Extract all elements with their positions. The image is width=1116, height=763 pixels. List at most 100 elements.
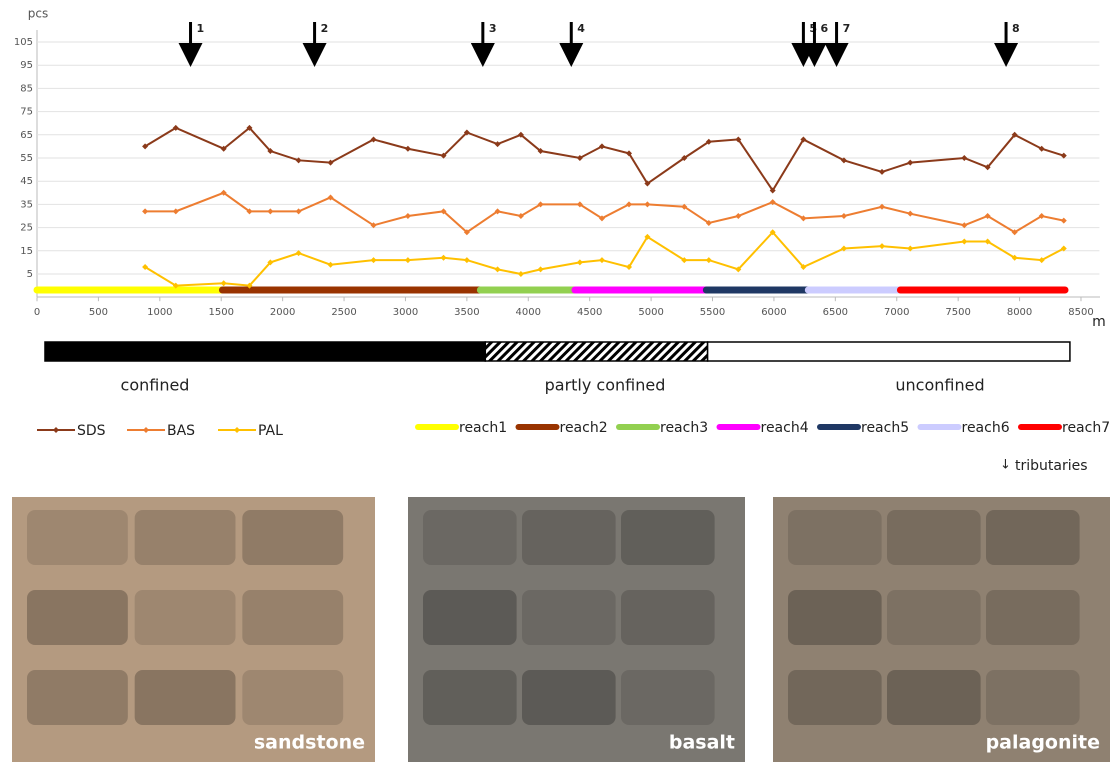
- data-point: [464, 257, 470, 263]
- photo-rock: [887, 590, 981, 645]
- photo-rock: [522, 670, 616, 725]
- y-tick-label: 25: [20, 223, 33, 234]
- legend-marker: [53, 427, 59, 433]
- tributary-legend: tributaries: [1015, 458, 1088, 474]
- data-point: [328, 262, 334, 268]
- data-point: [518, 271, 524, 277]
- y-tick-label: 5: [27, 269, 33, 280]
- photo-rock: [621, 670, 715, 725]
- data-point: [907, 160, 913, 166]
- photo-rock: [887, 670, 981, 725]
- y-tick-label: 55: [20, 153, 33, 164]
- y-axis-label: pcs: [28, 7, 48, 21]
- data-point: [706, 257, 712, 263]
- photo-rock: [887, 510, 981, 565]
- y-tick-label: 65: [20, 130, 33, 141]
- x-tick-label: 4000: [516, 307, 541, 318]
- x-tick-label: 500: [89, 307, 108, 318]
- legend-label: BAS: [167, 423, 195, 439]
- tributary-label: 8: [1012, 22, 1020, 35]
- tributary-label: 1: [197, 22, 205, 35]
- x-tick-label: 1000: [147, 307, 172, 318]
- photo-rock: [27, 590, 128, 645]
- legend-marker: [234, 427, 240, 433]
- data-point: [173, 208, 179, 214]
- photo-rock: [788, 670, 882, 725]
- x-tick-label: 6500: [823, 307, 848, 318]
- legend-label: PAL: [258, 423, 283, 439]
- confinement-bar: [708, 342, 1070, 361]
- photo-rock: [242, 670, 343, 725]
- photo-caption: basalt: [669, 732, 735, 754]
- photo-rock: [986, 670, 1080, 725]
- x-tick-label: 7500: [945, 307, 970, 318]
- data-point: [577, 259, 583, 265]
- legend-label: reach6: [962, 420, 1010, 436]
- photo-rock: [522, 510, 616, 565]
- data-point: [644, 201, 650, 207]
- x-tick-label: 1500: [209, 307, 234, 318]
- data-point: [538, 266, 544, 272]
- x-tick-label: 3500: [454, 307, 479, 318]
- x-axis-label: m: [1092, 314, 1106, 330]
- y-tick-label: 45: [20, 176, 33, 187]
- data-point: [221, 280, 227, 286]
- x-tick-label: 3000: [393, 307, 418, 318]
- legend-label: reach5: [861, 420, 909, 436]
- data-point: [599, 257, 605, 263]
- legend-label: SDS: [77, 423, 106, 439]
- data-point: [142, 208, 148, 214]
- x-tick-label: 2000: [270, 307, 295, 318]
- photo-rock: [621, 510, 715, 565]
- data-point: [735, 213, 741, 219]
- photo-rock: [986, 590, 1080, 645]
- x-tick-label: 7000: [884, 307, 909, 318]
- x-tick-label: 5500: [700, 307, 725, 318]
- photo-rock: [423, 670, 517, 725]
- x-tick-label: 0: [34, 307, 40, 318]
- photo-rock: [242, 510, 343, 565]
- x-tick-label: 6000: [761, 307, 786, 318]
- photo-rock: [522, 590, 616, 645]
- photo-caption: palagonite: [986, 732, 1100, 754]
- data-point: [405, 257, 411, 263]
- data-point: [405, 146, 411, 152]
- x-tick-label: 8500: [1068, 307, 1093, 318]
- x-tick-label: 2500: [331, 307, 356, 318]
- data-point: [267, 208, 273, 214]
- y-tick-label: 15: [20, 246, 33, 257]
- legend-label: reach4: [761, 420, 809, 436]
- photo-caption: sandstone: [254, 732, 365, 754]
- legend-label: reach1: [459, 420, 507, 436]
- data-point: [441, 255, 447, 261]
- confinement-label: partly confined: [545, 376, 666, 395]
- photo-rock: [27, 510, 128, 565]
- legend-label: reach7: [1062, 420, 1110, 436]
- chart: pcs m ↓ tributaries 5 15 25 35 45 55 65 75 85 95 1…: [0, 0, 1116, 763]
- y-tick-label: 75: [20, 107, 33, 118]
- series-line: [145, 193, 1064, 232]
- series-line: [145, 232, 1064, 285]
- legend-label: reach2: [560, 420, 608, 436]
- y-tick-label: 35: [20, 199, 33, 210]
- data-point: [879, 169, 885, 175]
- tributary-label: 7: [843, 22, 851, 35]
- y-tick-label: 95: [20, 60, 33, 71]
- photo-rock: [135, 510, 236, 565]
- tributary-legend-arrow: ↓: [1000, 458, 1011, 473]
- photo-rock: [788, 510, 882, 565]
- data-point: [841, 213, 847, 219]
- tributary-label: 3: [489, 22, 497, 35]
- photo-rock: [986, 510, 1080, 565]
- y-tick-label: 105: [14, 37, 33, 48]
- confinement-bar: [485, 342, 707, 361]
- y-tick-label: 85: [20, 83, 33, 94]
- tributary-label: 6: [820, 22, 828, 35]
- data-point: [371, 257, 377, 263]
- photo-rock: [423, 510, 517, 565]
- data-point: [1061, 218, 1067, 224]
- legend-marker: [143, 427, 149, 433]
- data-point: [879, 243, 885, 249]
- data-point: [961, 239, 967, 245]
- photo-rock: [135, 590, 236, 645]
